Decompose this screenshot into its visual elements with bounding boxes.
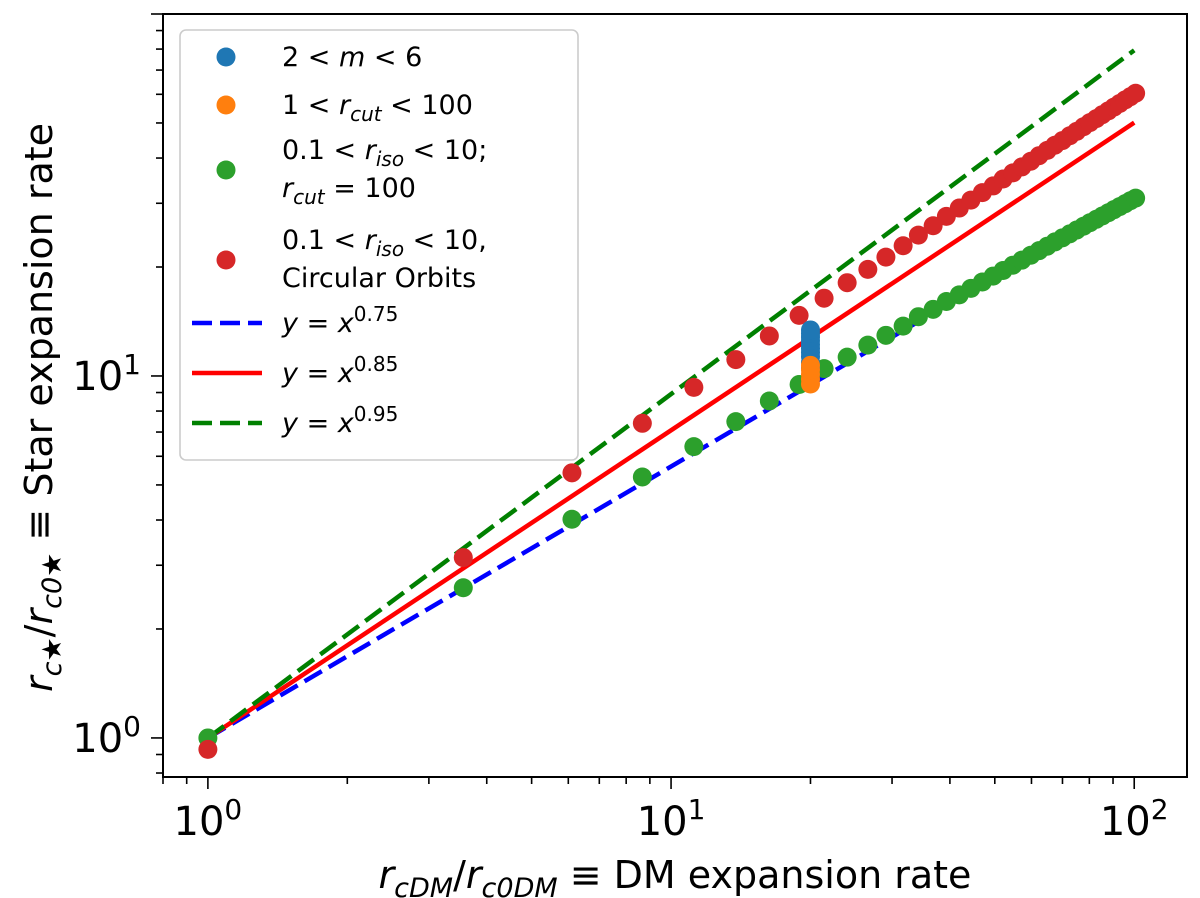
point-0-1-r-iso-10-circular-orbits — [453, 548, 473, 568]
axis-ticks — [151, 13, 1136, 789]
data-points — [198, 83, 1146, 759]
point-0-1-r-iso-10-circular-orbits — [1126, 83, 1146, 103]
fit-line-y-x-0-85 — [206, 120, 1136, 740]
legend-label-y-x-0-75: y = x0.75 — [281, 302, 398, 339]
point-0-1-r-iso-10-r-cut-100 — [759, 391, 779, 411]
point-0-1-r-iso-10-circular-orbits — [814, 288, 834, 308]
point-0-1-r-iso-10-r-cut-100 — [562, 509, 582, 529]
point-0-1-r-iso-10-circular-orbits — [858, 259, 878, 279]
point-0-1-r-iso-10-r-cut-100 — [876, 325, 896, 345]
point-0-1-r-iso-10-r-cut-100 — [858, 335, 878, 355]
tick-labels: 100 101 102 100 101 — [72, 348, 1168, 845]
y-tick-label: 101 — [72, 348, 141, 400]
point-0-1-r-iso-10-circular-orbits — [198, 739, 218, 759]
point-0-1-r-iso-10-circular-orbits — [632, 413, 652, 433]
point-0-1-r-iso-10-circular-orbits — [684, 377, 704, 397]
point-0-1-r-iso-10-circular-orbits — [562, 463, 582, 483]
point-0-1-r-iso-10-r-cut-100 — [908, 307, 928, 327]
point-0-1-r-iso-10-circular-orbits — [837, 273, 857, 293]
point-0-1-r-iso-10-circular-orbits — [908, 225, 928, 245]
point-1-r-cut-100 — [800, 355, 820, 375]
point-0-1-r-iso-10-circular-orbits — [789, 305, 809, 325]
x-tick-label: 101 — [637, 793, 706, 845]
legend-label-0-1-r-iso-10-r-cut-100: 0.1 < riso < 10; — [282, 135, 487, 171]
point-0-1-r-iso-10-circular-orbits — [893, 236, 913, 256]
x-axis-label: rcDM/rc0DM ≡ DM expansion rate — [379, 853, 972, 898]
point-0-1-r-iso-10-r-cut-100 — [453, 578, 473, 598]
x-tick-label: 100 — [174, 793, 243, 845]
legend-label-y-x-0-95: y = x0.95 — [281, 402, 398, 439]
legend-marker-0-1-r-iso-10-r-cut-100 — [216, 160, 236, 180]
point-0-1-r-iso-10-r-cut-100 — [684, 437, 704, 457]
point-2-m-6 — [800, 320, 820, 340]
fit-line-y-x-0-95 — [206, 48, 1136, 740]
legend-marker-2-m-6 — [216, 47, 236, 67]
legend-label-0-1-r-iso-10-circular-orbits: 0.1 < riso < 10, — [282, 225, 487, 261]
legend-label-0-1-r-iso-10-r-cut-100: rcut = 100 — [282, 173, 416, 209]
point-0-1-r-iso-10-r-cut-100 — [893, 316, 913, 336]
legend-marker-0-1-r-iso-10-circular-orbits — [216, 250, 236, 270]
legend-label-1-r-cut-100: 1 < rcut < 100 — [282, 90, 473, 126]
legend-box — [179, 29, 579, 461]
point-0-1-r-iso-10-circular-orbits — [726, 350, 746, 370]
point-0-1-r-iso-10-r-cut-100 — [1126, 188, 1146, 208]
y-axis-label: rc★/rc0★ ≡ Star expansion rate — [17, 123, 68, 692]
axis-labels: rcDM/rc0DM ≡ DM expansion rate rc★/rc0★ ≡… — [17, 123, 971, 898]
point-0-1-r-iso-10-circular-orbits — [923, 216, 943, 236]
point-0-1-r-iso-10-r-cut-100 — [726, 412, 746, 432]
point-0-1-r-iso-10-r-cut-100 — [632, 467, 652, 487]
y-tick-label: 100 — [72, 710, 141, 762]
legend-label-2-m-6: 2 < m < 6 — [282, 42, 422, 73]
fit-lines — [206, 48, 1136, 740]
legend: 2 < m < 6 1 < rcut < 100 0.1 < riso < 10;r… — [179, 29, 579, 461]
x-tick-label: 102 — [1100, 793, 1169, 845]
fit-line-y-x-0-75 — [206, 193, 1136, 740]
point-0-1-r-iso-10-circular-orbits — [759, 326, 779, 346]
legend-label-0-1-r-iso-10-circular-orbits: Circular Orbits — [282, 263, 476, 294]
legend-label-y-x-0-85: y = x0.85 — [281, 352, 398, 389]
point-0-1-r-iso-10-r-cut-100 — [837, 347, 857, 367]
legend-marker-1-r-cut-100 — [216, 95, 236, 115]
point-0-1-r-iso-10-circular-orbits — [876, 247, 896, 267]
